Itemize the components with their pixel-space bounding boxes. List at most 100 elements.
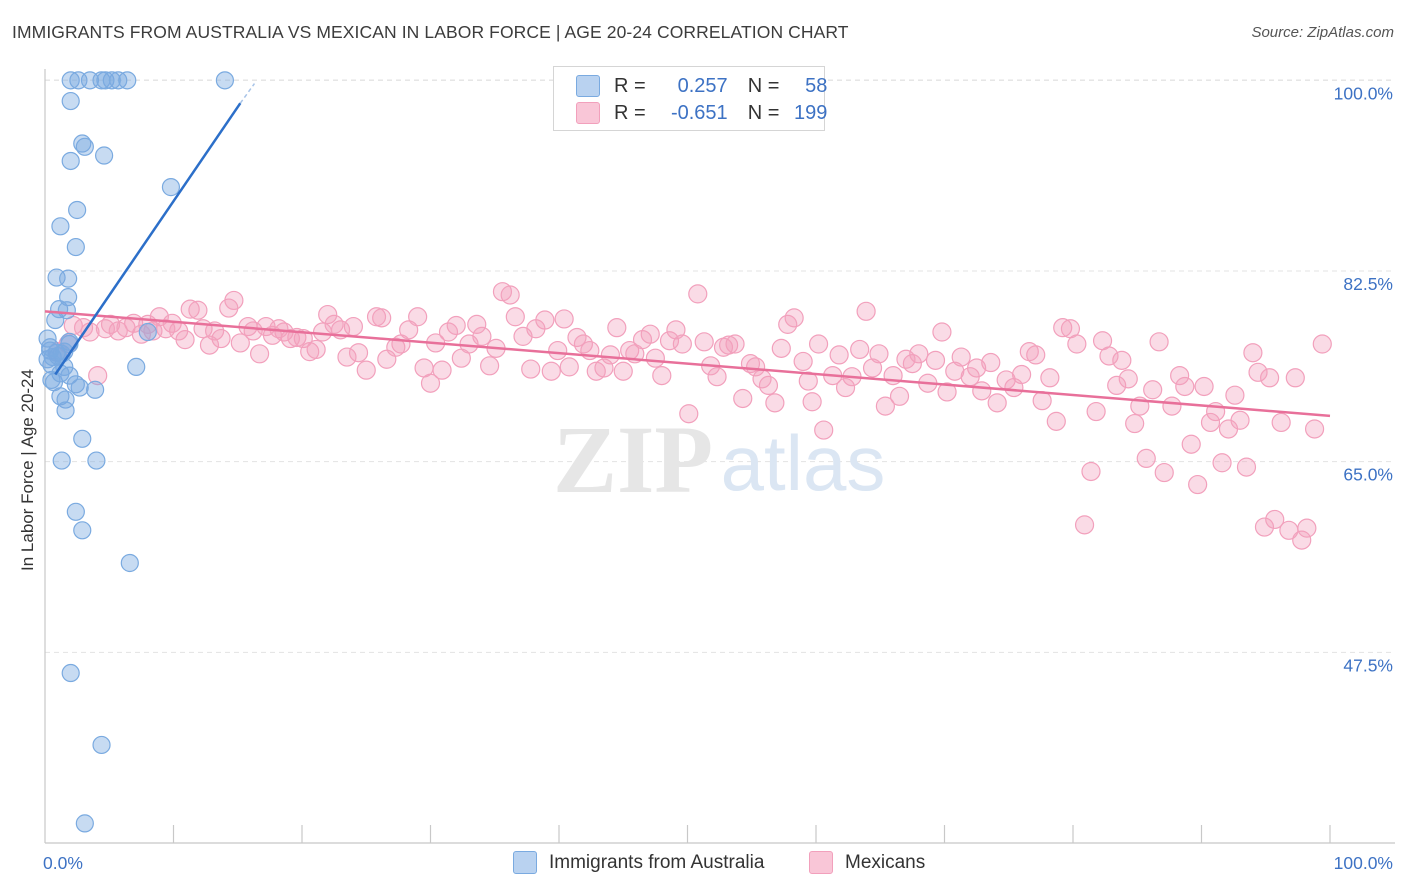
australia-point xyxy=(161,178,181,197)
mexicans-point xyxy=(672,334,692,354)
mexicans-point xyxy=(1188,474,1208,495)
mexicans-point xyxy=(1194,376,1214,397)
mexicans-point xyxy=(559,357,579,377)
legend-row-mexicans: R = -0.651 N = 199 xyxy=(576,100,827,126)
australia-point xyxy=(95,146,114,165)
mexicans-point xyxy=(1230,410,1250,430)
mexicans-point xyxy=(199,335,220,355)
mexicans-point xyxy=(188,300,208,320)
mexicans-point xyxy=(746,357,766,377)
australia-point xyxy=(70,378,89,397)
mexicans-point xyxy=(1136,448,1156,469)
mexicans-point xyxy=(889,386,910,406)
mexicans-point xyxy=(249,344,270,364)
australia-point xyxy=(138,322,157,342)
mexicans-point xyxy=(802,392,822,412)
australia-point xyxy=(61,663,80,683)
correlation-legend: R = 0.257 N = 58 R = -0.651 N = 199 xyxy=(553,66,827,131)
mexicans-point xyxy=(784,308,804,328)
watermark-atlas: atlas xyxy=(721,419,886,507)
australia-trend-line xyxy=(54,102,242,376)
mexicans-point xyxy=(1032,391,1052,411)
legend-swatch-australia xyxy=(576,75,600,97)
mexicans-point xyxy=(480,356,500,376)
australia-point xyxy=(61,151,80,171)
source-credit: Source: ZipAtlas.com xyxy=(1251,24,1394,41)
mexicans-point xyxy=(230,333,250,353)
mexicans-point xyxy=(500,285,520,305)
mexicans-point xyxy=(1285,368,1305,388)
mexicans-point xyxy=(869,344,889,364)
mexicans-point xyxy=(902,354,922,374)
mexicans-point xyxy=(343,316,363,337)
australia-point xyxy=(41,338,60,357)
mexicans-point xyxy=(180,299,200,319)
mexicans-point xyxy=(862,358,883,378)
mexicans-point xyxy=(108,321,128,341)
mexicans-point xyxy=(1149,332,1169,352)
mexicans-point xyxy=(318,304,338,325)
australia-point xyxy=(46,310,65,330)
australia-point xyxy=(86,380,105,399)
mexicans-point xyxy=(1040,368,1060,388)
mexicans-point xyxy=(987,393,1007,413)
australia-point xyxy=(118,71,137,90)
x-tick-label: 100.0% xyxy=(1334,853,1393,873)
australia-point xyxy=(52,451,71,470)
legend-item-mexicans[interactable]: Mexicans xyxy=(809,851,925,874)
mexicans-point xyxy=(1265,509,1285,530)
mexicans-point xyxy=(1254,517,1275,537)
mexicans-point xyxy=(306,339,326,360)
mexicans-point xyxy=(432,360,452,380)
mexicans-point xyxy=(607,318,627,338)
mexicans-point xyxy=(1304,419,1325,439)
mexicans-point xyxy=(1181,434,1201,454)
mexicans-point xyxy=(967,358,987,378)
series-australia xyxy=(38,71,234,833)
mexicans-point xyxy=(1067,334,1087,354)
mexicans-point xyxy=(1236,457,1257,477)
australia-point xyxy=(66,237,85,257)
australia-point xyxy=(61,91,80,111)
tick-labels: 47.5% 65.0% 82.5% 100.0% 0.0% 100.0% xyxy=(43,83,1393,873)
chart-title: IMMIGRANTS FROM AUSTRALIA VS MEXICAN IN … xyxy=(12,22,849,42)
mexicans-point xyxy=(420,373,441,393)
australia-point xyxy=(68,200,87,220)
mexicans-point xyxy=(808,334,829,354)
mexicans-point xyxy=(1125,413,1145,434)
mexicans-point xyxy=(951,347,971,367)
mexicans-point xyxy=(972,381,992,401)
mexicans-point xyxy=(243,321,263,341)
australia-point xyxy=(215,71,234,90)
australia-point xyxy=(120,553,139,573)
mexicans-point xyxy=(586,361,606,381)
australia-point xyxy=(96,71,115,90)
mexicans-point xyxy=(211,328,231,349)
trend-lines xyxy=(44,83,1331,418)
australia-point xyxy=(66,502,85,521)
mexicans-trend-line xyxy=(44,310,1331,418)
mexicans-point xyxy=(1312,334,1332,354)
mexicans-point xyxy=(758,375,779,396)
legend-item-australia[interactable]: Immigrants from Australia xyxy=(513,851,764,874)
australia-point xyxy=(56,390,75,409)
mexicans-point xyxy=(408,307,428,327)
legend-r-value-mexicans: -0.651 xyxy=(670,101,728,124)
mexicans-point xyxy=(548,340,568,361)
mexicans-point xyxy=(372,308,392,328)
mexicans-point xyxy=(688,284,708,304)
legend-n-label: N = xyxy=(747,101,780,124)
mexicans-point xyxy=(438,322,459,342)
mexicans-point xyxy=(88,366,108,386)
mexicans-point xyxy=(645,348,665,368)
mexicans-point xyxy=(224,290,244,311)
australia-point xyxy=(75,814,94,833)
mexicans-point xyxy=(1099,346,1119,366)
australia-point xyxy=(127,357,146,376)
y-tick-label: 100.0% xyxy=(1334,83,1393,103)
legend-label-mexicans: Mexicans xyxy=(845,851,926,873)
legend-n-value-mexicans: 199 xyxy=(794,101,828,124)
mexicans-point xyxy=(399,320,419,340)
mexicans-point xyxy=(1243,343,1263,363)
